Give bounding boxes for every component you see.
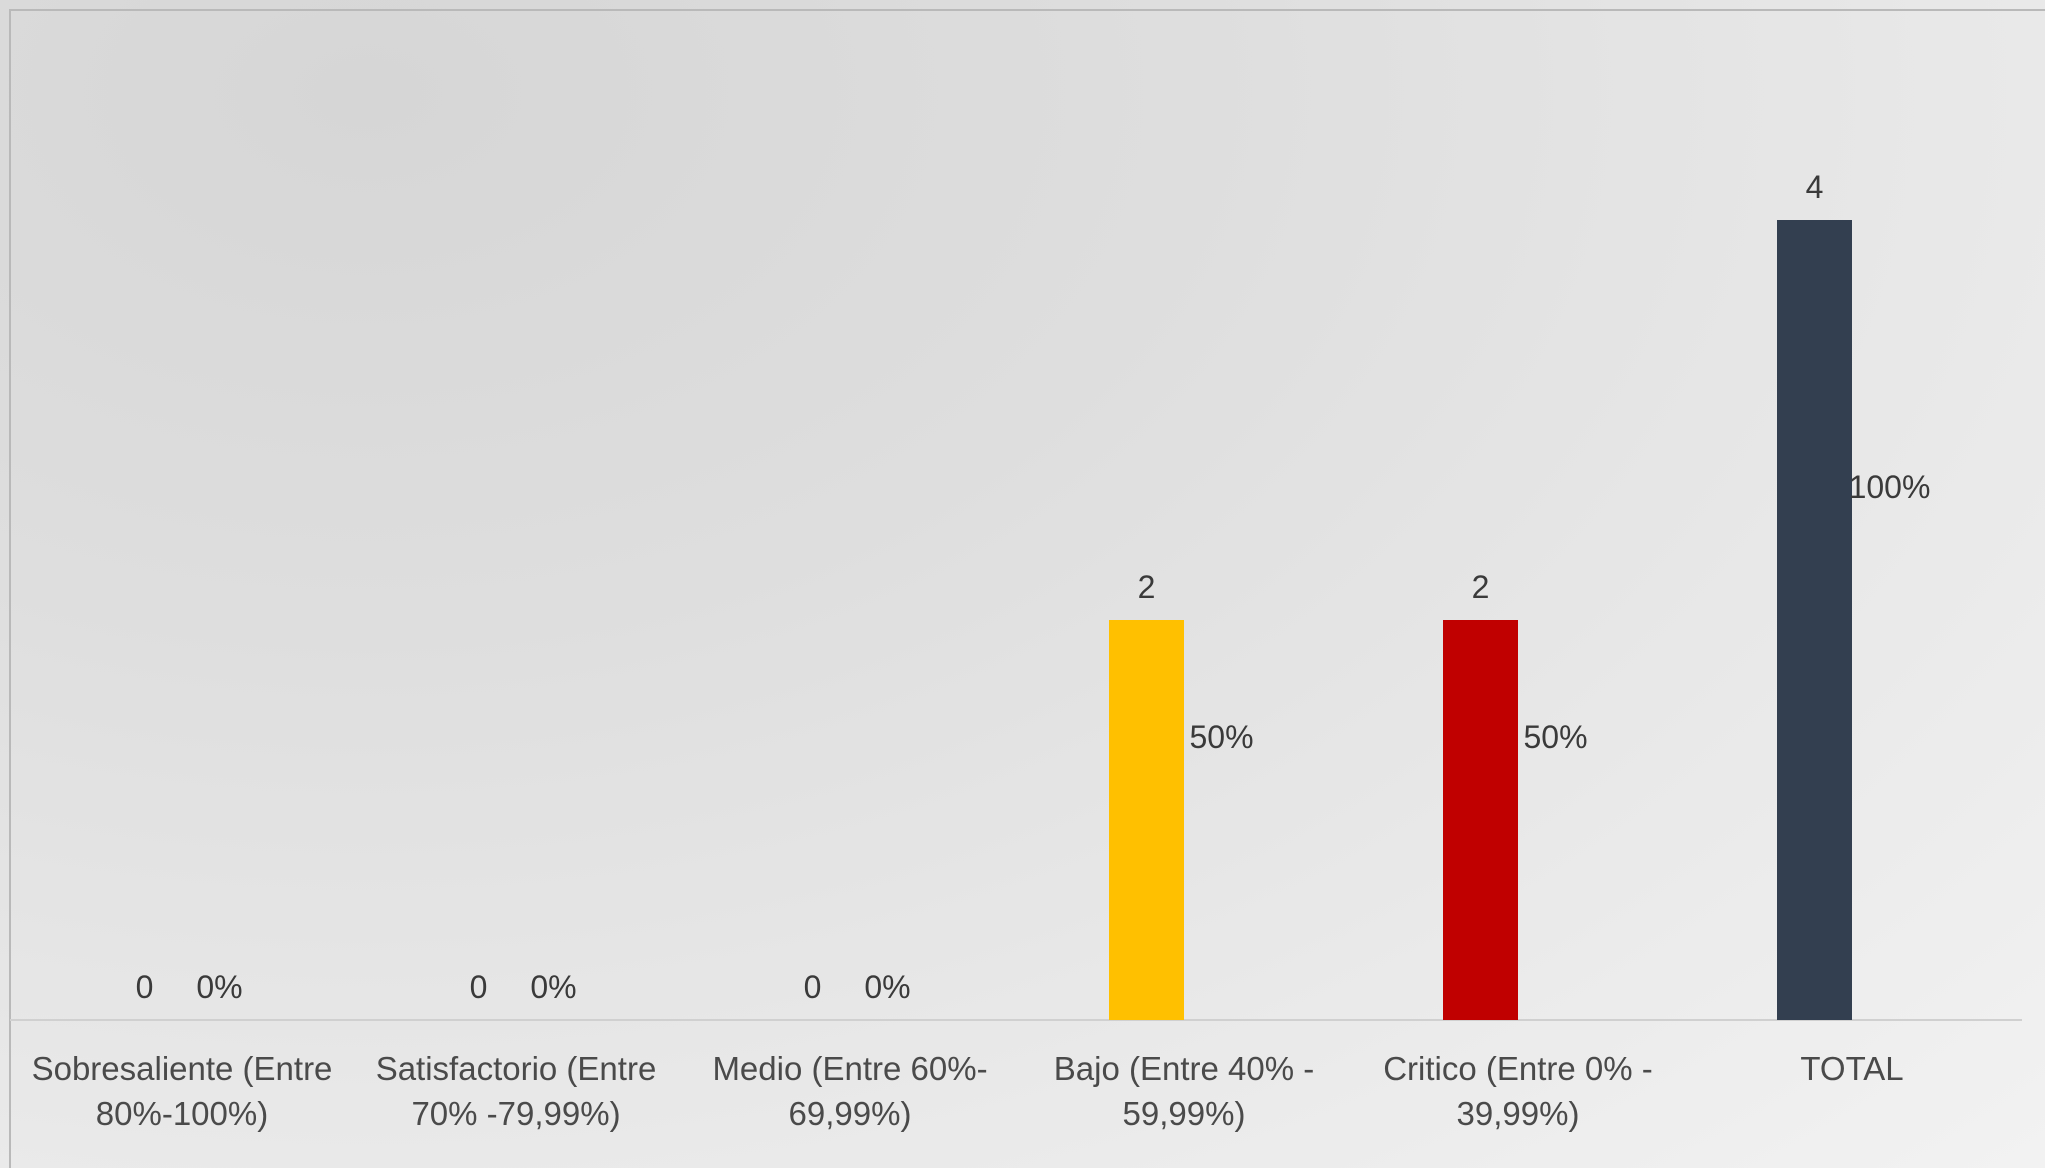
data-label-percent: 100%	[1849, 469, 1931, 505]
data-label-percent: 0%	[530, 969, 576, 1005]
x-tick-label: Sobresaliente (Entre 80%-100%)	[32, 1050, 333, 1132]
chart-border	[9, 9, 2045, 1168]
bar-percent	[1518, 770, 1593, 1020]
bar-count	[1109, 620, 1184, 1020]
data-label-count: 4	[1806, 169, 1824, 205]
x-tick-label-line: Satisfactorio (Entre	[376, 1050, 657, 1087]
x-tick-label-line: 70% -79,99%)	[411, 1095, 620, 1132]
data-label-count: 2	[1138, 569, 1156, 605]
x-tick-label-line: TOTAL	[1800, 1050, 1903, 1087]
data-label-percent: 0%	[196, 969, 242, 1005]
x-tick-label-line: 59,99%)	[1123, 1095, 1246, 1132]
x-tick-label-line: 69,99%)	[789, 1095, 912, 1132]
data-label-percent: 0%	[864, 969, 910, 1005]
bar-count	[1443, 620, 1518, 1020]
x-tick-label-line: 39,99%)	[1457, 1095, 1580, 1132]
x-tick-label-line: 80%-100%)	[96, 1095, 268, 1132]
data-label-percent: 50%	[1189, 719, 1253, 755]
bar-percent	[1852, 520, 1927, 1020]
bar-count	[1777, 220, 1852, 1020]
x-tick-label: TOTAL	[1800, 1050, 1903, 1087]
data-label-count: 0	[136, 969, 154, 1005]
x-tick-label-line: Sobresaliente (Entre	[32, 1050, 333, 1087]
data-label-count: 0	[804, 969, 822, 1005]
data-label-percent: 50%	[1523, 719, 1587, 755]
data-label-count: 2	[1472, 569, 1490, 605]
x-tick-label: Satisfactorio (Entre 70% -79,99%)	[376, 1050, 657, 1132]
category-labels-layer: Sobresaliente (Entre 80%-100%) Satisfactor…	[32, 1050, 1904, 1132]
x-tick-label: Critico (Entre 0% - 39,99%)	[1383, 1050, 1653, 1132]
x-tick-label-line: Medio (Entre 60%-	[712, 1050, 987, 1087]
bar-percent	[1184, 770, 1259, 1020]
data-label-count: 0	[470, 969, 488, 1005]
x-tick-label: Bajo (Entre 40% - 59,99%)	[1054, 1050, 1314, 1132]
x-tick-label-line: Critico (Entre 0% -	[1383, 1050, 1653, 1087]
data-labels-layer: 0 0% 0 0% 0 0% 2 50% 2 50% 4 100%	[136, 169, 1931, 1005]
bars-layer	[1109, 220, 1927, 1020]
x-tick-label: Medio (Entre 60%- 69,99%)	[712, 1050, 987, 1132]
x-tick-label-line: Bajo (Entre 40% -	[1054, 1050, 1314, 1087]
